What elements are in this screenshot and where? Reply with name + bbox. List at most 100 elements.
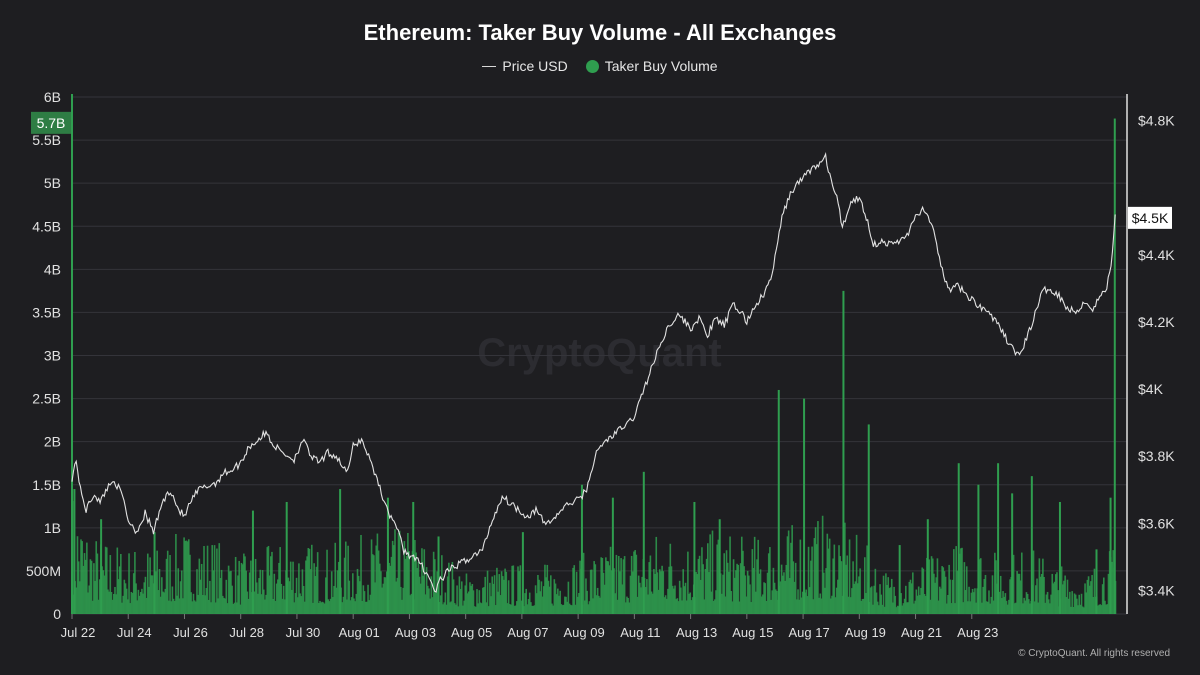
x-axis-tick-label: Aug 03 xyxy=(395,625,436,640)
volume-bar xyxy=(246,591,249,614)
volume-bar xyxy=(969,601,972,614)
volume-bar xyxy=(262,589,265,614)
volume-bar xyxy=(826,533,829,614)
volume-bar xyxy=(702,564,704,614)
volume-bar xyxy=(987,601,989,614)
x-axis-tick-label: Aug 13 xyxy=(676,625,717,640)
price-line-swatch-icon xyxy=(482,65,497,67)
volume-bar xyxy=(295,577,298,614)
volume-bar xyxy=(1085,592,1088,614)
volume-bar xyxy=(1005,600,1008,614)
volume-bar xyxy=(808,587,811,614)
volume-bar xyxy=(588,601,591,614)
volume-bar xyxy=(341,602,344,614)
volume-bar xyxy=(240,562,243,614)
volume-bar xyxy=(156,550,158,614)
volume-bar xyxy=(87,592,89,614)
volume-bar xyxy=(865,592,867,614)
volume-bar xyxy=(199,579,202,614)
volume-bar xyxy=(350,597,353,614)
volume-bar xyxy=(339,489,342,614)
volume-bar xyxy=(773,582,776,614)
volume-bar xyxy=(216,548,218,614)
volume-bar xyxy=(170,601,173,614)
volume-bar xyxy=(1044,602,1047,614)
volume-bar xyxy=(164,588,167,614)
volume-bar xyxy=(146,553,149,614)
volume-bar xyxy=(110,592,113,614)
volume-bar xyxy=(934,582,936,614)
volume-bar xyxy=(655,536,658,614)
volume-bar xyxy=(593,561,595,614)
volume-bar xyxy=(949,579,952,614)
volume-bar xyxy=(989,603,991,614)
volume-bar xyxy=(315,566,318,614)
volume-bar xyxy=(650,591,653,614)
legend-item-volume[interactable]: Taker Buy Volume xyxy=(585,58,718,74)
volume-bar xyxy=(935,577,938,614)
volume-bar xyxy=(346,599,348,614)
volume-bar xyxy=(863,557,866,614)
volume-bar xyxy=(673,588,675,614)
volume-bar xyxy=(498,574,501,614)
left-axis-tick-label: 6B xyxy=(44,89,61,105)
volume-bar xyxy=(475,606,477,614)
volume-bar xyxy=(1073,593,1076,614)
volume-bar xyxy=(667,588,669,614)
volume-bar xyxy=(1024,600,1027,614)
volume-bar xyxy=(770,599,772,614)
right-axis-tick-label: $4.4K xyxy=(1138,247,1175,263)
volume-bar xyxy=(632,571,634,614)
volume-bar xyxy=(806,596,809,614)
volume-bar xyxy=(598,595,600,614)
volume-bar xyxy=(730,591,733,614)
volume-bar xyxy=(621,584,624,614)
volume-bar xyxy=(168,600,170,614)
volume-bar xyxy=(913,603,915,614)
volume-bar xyxy=(423,549,426,614)
left-axis-tick-label: 4.5B xyxy=(32,218,61,234)
volume-bar xyxy=(786,536,789,614)
volume-bar xyxy=(859,568,861,614)
volume-bar xyxy=(703,599,706,614)
left-axis-tick-label: 1B xyxy=(44,520,61,536)
volume-bar xyxy=(599,597,601,614)
volume-bar xyxy=(452,579,455,614)
volume-bar xyxy=(264,599,266,614)
volume-bar xyxy=(906,602,908,614)
left-axis-tick-label: 3B xyxy=(44,348,61,364)
volume-bar xyxy=(898,545,901,614)
volume-bar xyxy=(492,583,495,614)
volume-bar xyxy=(1026,593,1029,614)
volume-bar xyxy=(617,556,620,614)
volume-bar xyxy=(886,584,888,614)
volume-bar xyxy=(1056,572,1058,614)
right-axis-tick-label: $3.4K xyxy=(1138,583,1175,599)
volume-bar xyxy=(109,555,112,614)
volume-bar xyxy=(509,604,511,614)
volume-bar xyxy=(1063,580,1065,614)
volume-bar xyxy=(236,602,238,614)
volume-bar xyxy=(972,592,975,614)
volume-bar xyxy=(633,551,635,614)
volume-bar xyxy=(459,588,462,614)
volume-bar xyxy=(144,576,147,614)
volume-bar xyxy=(265,594,267,614)
volume-bar xyxy=(1100,605,1103,614)
volume-bar xyxy=(511,565,513,614)
volume-bar xyxy=(705,558,708,614)
volume-bar xyxy=(660,571,662,614)
legend-item-price[interactable]: Price USD xyxy=(482,58,568,74)
volume-bar xyxy=(285,501,288,614)
volume-bar xyxy=(224,598,226,614)
volume-bar xyxy=(1043,576,1045,614)
volume-bar xyxy=(540,581,543,614)
volume-dot-swatch-icon xyxy=(585,59,599,73)
current-price-badge xyxy=(1128,206,1172,229)
volume-bar xyxy=(280,583,283,614)
volume-bar xyxy=(1077,605,1079,614)
volume-bar xyxy=(628,602,631,614)
volume-bar xyxy=(477,603,479,614)
volume-bar xyxy=(278,562,280,614)
